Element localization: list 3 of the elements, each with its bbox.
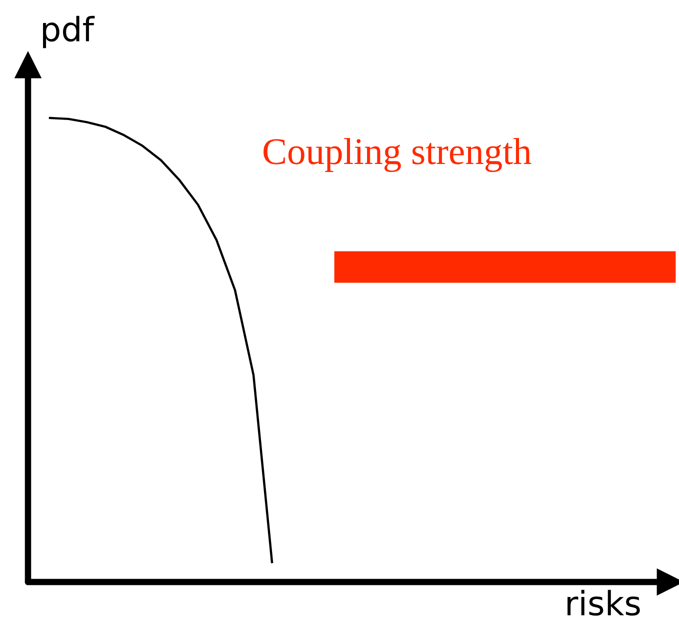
annotation: Coupling strength (264, 138, 532, 172)
y-axis-title: pdf (43, 16, 95, 48)
text: risks (568, 590, 640, 616)
